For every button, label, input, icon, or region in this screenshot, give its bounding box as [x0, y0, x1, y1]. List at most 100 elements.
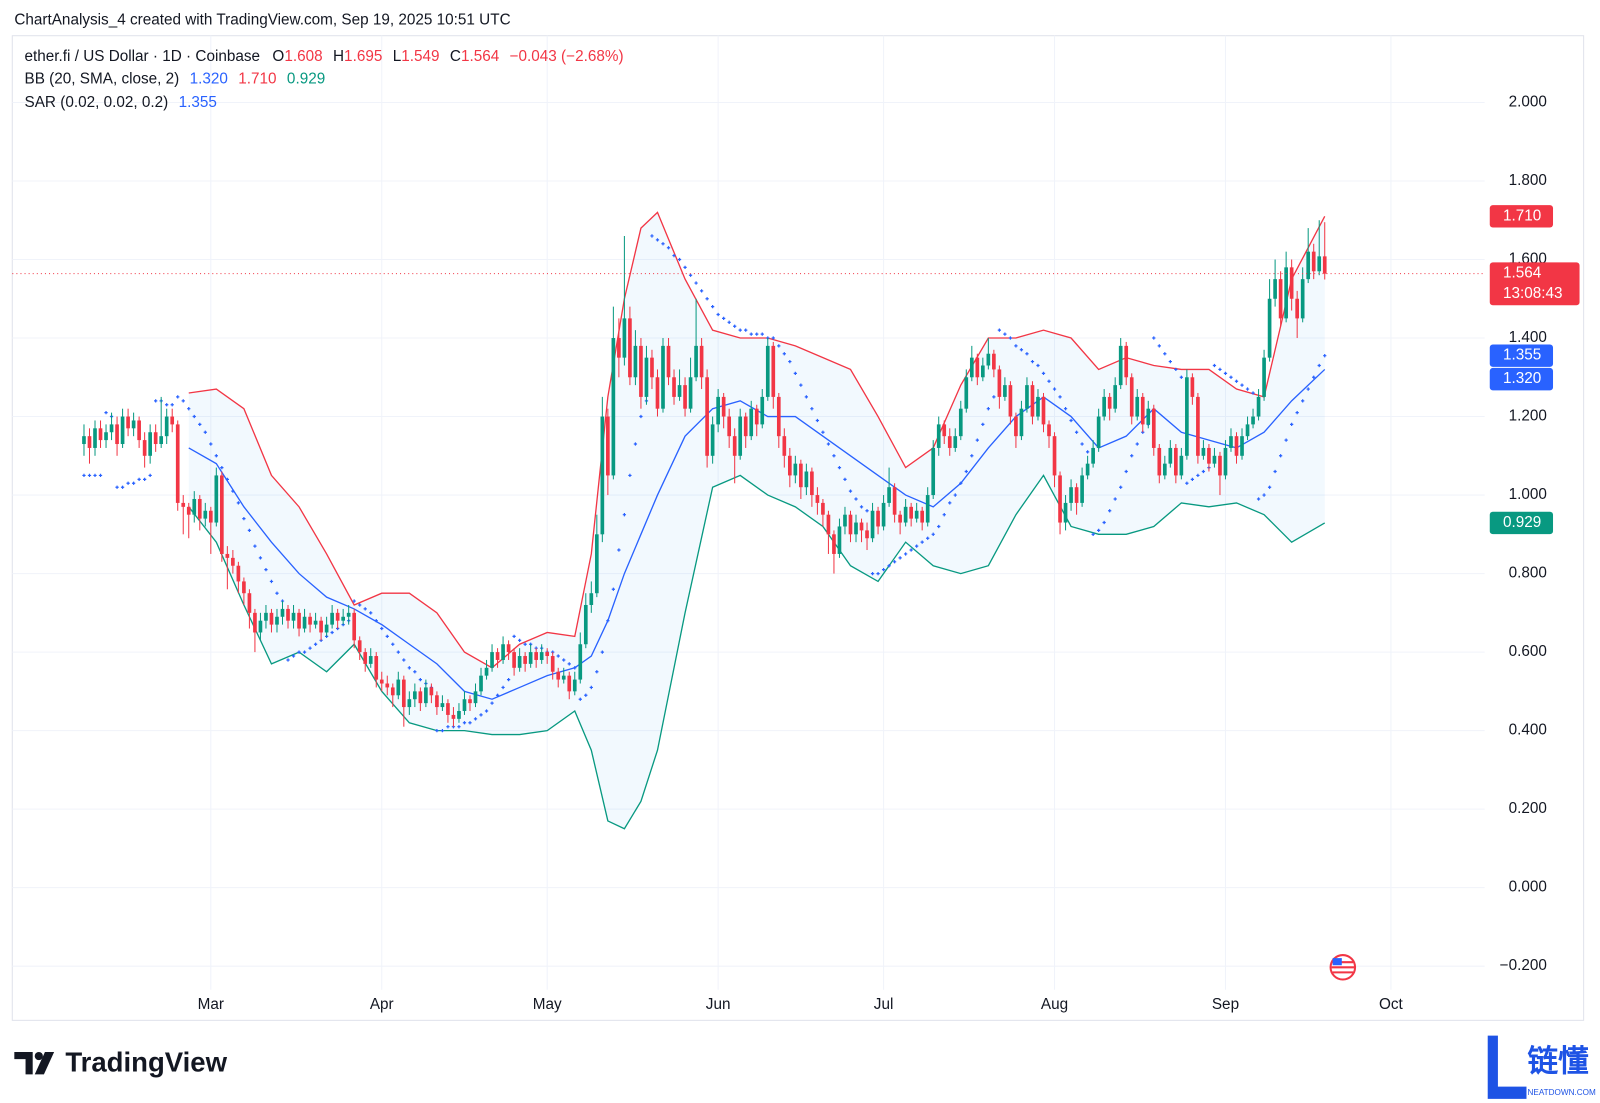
sar-dot	[1323, 354, 1327, 358]
sar-dot	[1190, 477, 1195, 481]
price-tag-label: 1.710	[1503, 207, 1541, 224]
sar-dot	[755, 332, 759, 336]
sar-dot	[512, 634, 516, 639]
candle-body	[953, 436, 958, 448]
sar-dot	[126, 481, 130, 485]
candle-body	[1157, 447, 1162, 476]
sar-dot	[744, 328, 748, 332]
candle-body	[1229, 436, 1233, 448]
candle-body	[1036, 396, 1040, 417]
sar-dot	[1278, 454, 1283, 458]
sar-dot	[975, 438, 979, 442]
candle-body	[964, 377, 969, 409]
sar-dot	[286, 658, 290, 662]
sar-dot	[810, 407, 814, 411]
sar-dot	[413, 670, 417, 674]
bb-name: BB (20, SMA, close, 2)	[25, 71, 180, 88]
candle-body	[892, 487, 897, 515]
high-value: 1.695	[344, 48, 382, 65]
candle-body	[545, 652, 550, 657]
candle-body	[126, 416, 130, 429]
candle-body	[865, 530, 869, 539]
candle-body	[1218, 455, 1222, 476]
candle-body	[98, 428, 103, 441]
candle-body	[512, 652, 516, 668]
sar-dot	[799, 383, 803, 387]
candle-body	[242, 581, 246, 594]
candle-body	[821, 502, 825, 515]
candle-body	[1300, 279, 1305, 319]
candle-body	[1019, 408, 1024, 437]
sar-dot	[1152, 336, 1156, 340]
candle-body	[639, 345, 643, 397]
plot	[12, 211, 1485, 830]
candle-body	[297, 612, 301, 629]
candle-body	[815, 495, 820, 503]
candle-body	[870, 510, 875, 539]
sar-dot	[352, 599, 356, 603]
candle-body	[843, 514, 847, 527]
candle-body	[264, 612, 268, 621]
candle-body	[1113, 385, 1118, 409]
candle-body	[1069, 487, 1073, 503]
candle-body	[776, 396, 781, 437]
candle-body	[1317, 256, 1322, 272]
candle-body	[650, 357, 654, 378]
candle-body	[550, 656, 555, 672]
sar-dot	[440, 728, 445, 733]
candle-body	[1207, 447, 1211, 464]
sar-dot	[1003, 332, 1007, 336]
candle-body	[87, 436, 92, 448]
candle-body	[655, 377, 660, 409]
candle-body	[148, 432, 152, 456]
candle-body	[346, 612, 351, 617]
ohlc-letter: H	[333, 48, 344, 65]
sar-dot	[782, 352, 786, 356]
sar-dot	[887, 564, 891, 568]
sar-dot	[716, 312, 720, 317]
candle-body	[137, 420, 141, 441]
sar-dot	[926, 536, 930, 540]
sar-dot	[1312, 375, 1316, 379]
candle-body	[82, 436, 86, 445]
bb-mid-value: 1.320	[190, 71, 228, 88]
ohlc-letter: L	[393, 48, 402, 65]
candle-body	[699, 345, 704, 378]
sar-dot	[247, 528, 252, 533]
candle-body	[749, 408, 754, 437]
candle-body	[490, 652, 494, 668]
candle-body	[1251, 416, 1255, 425]
candle-body	[936, 424, 941, 448]
candle-body	[506, 644, 511, 653]
sar-dot	[1058, 395, 1062, 399]
candle-body	[743, 416, 748, 437]
sar-dot	[777, 344, 781, 348]
candle-body	[115, 424, 119, 445]
sar-dot	[275, 591, 279, 595]
candle-body	[379, 679, 384, 684]
ohlc-letter: C	[450, 48, 461, 65]
candle-body	[931, 447, 936, 496]
candle-body	[120, 416, 125, 445]
y-tick-label: 0.600	[1509, 643, 1547, 660]
legend-sar: SAR (0.02, 0.02, 0.2) 1.355	[25, 94, 217, 111]
candle-body	[881, 502, 886, 527]
sar-dot	[661, 242, 665, 246]
candle-body	[341, 616, 345, 621]
sar-dot	[1069, 418, 1073, 423]
sar-dot	[495, 693, 500, 697]
sar-dot	[209, 442, 213, 446]
sar-dot	[1085, 450, 1090, 454]
candle-body	[424, 687, 428, 704]
candle-body	[523, 656, 527, 664]
price-tag	[1489, 367, 1554, 391]
x-tick-label: Oct	[1379, 996, 1404, 1013]
candle-body	[1245, 424, 1250, 437]
candle-body	[1146, 408, 1151, 425]
candle-body	[1190, 377, 1195, 397]
candle-body	[330, 612, 334, 625]
brand-logo: TradingView	[14, 1047, 228, 1078]
y-tick-label: 1.200	[1509, 408, 1547, 425]
candle-body	[225, 553, 230, 558]
candle-body	[765, 345, 770, 397]
